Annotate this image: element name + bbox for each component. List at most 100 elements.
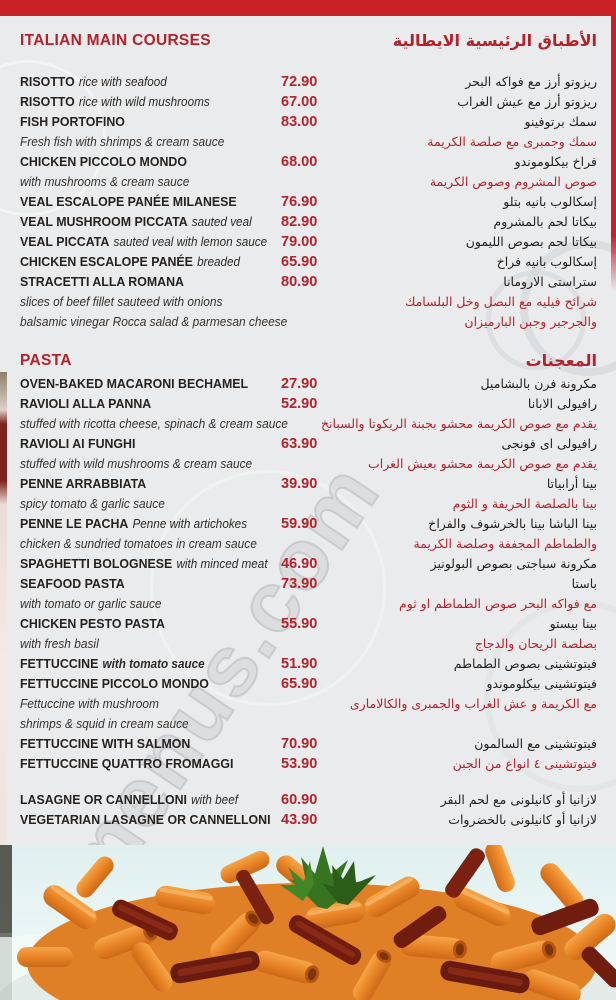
item-arabic: مكرونة فرن بالبشاميل xyxy=(480,376,597,391)
menu-item-row: RISOTTO rice with seafood 72.90 ريزوتو أرز… xyxy=(20,72,597,92)
item-name: FETTUCCINE WITH SALMON xyxy=(20,736,191,751)
item-arabic: والجرجير وجبن البارميزان xyxy=(464,314,597,329)
menu-item-row: with tomato or garlic sauce مع فواكه البح… xyxy=(20,594,597,614)
item-name-cell: RISOTTO rice with seafood xyxy=(20,72,167,92)
menu-item-row: stuffed with wild mushrooms & cream sauc… xyxy=(20,454,597,474)
menu-item-row: FETTUCCINE PICCOLO MONDO 65.90 فيتوتشينى ب… xyxy=(20,674,597,694)
item-arabic: صوص المشروم وصوص الكريمة xyxy=(429,174,597,189)
item-description: Fettuccine with mushroom xyxy=(20,696,159,711)
menu-item-row: with fresh basil بصلصة الريحان والدجاج xyxy=(20,634,597,654)
item-arabic: مع فواكه البحر صوص الطماطم او ثوم xyxy=(399,596,597,611)
pasta-photo xyxy=(0,845,616,1000)
top-red-bar xyxy=(0,0,616,16)
menu-item-row: RAVIOLI ALLA PANNA 52.90 رافيولى الابانا xyxy=(20,394,597,414)
item-price: 68.00 xyxy=(281,154,318,170)
item-name: PENNE LE PACHA xyxy=(20,516,129,531)
item-description: chicken & sundried tomatoes in cream sau… xyxy=(20,536,257,551)
item-price: 65.90 xyxy=(281,676,318,692)
item-name: VEAL ESCALOPE PANÉE MILANESE xyxy=(20,194,237,209)
menu-item-row: VEAL MUSHROOM PICCATA sauted veal 82.90 بي… xyxy=(20,212,597,232)
item-note: breaded xyxy=(197,255,241,269)
item-arabic: فيتوتشينى ٤ انواع من الجبن xyxy=(452,756,597,771)
item-note: rice with seafood xyxy=(78,75,167,89)
item-name-cell: FETTUCCINE QUATTRO FROMAGGI xyxy=(20,754,233,774)
item-arabic: فيتوتشينى بصوص الطماطم xyxy=(453,656,597,671)
item-note: Penne with artichokes xyxy=(132,517,248,531)
menu-item-row: stuffed with ricotta cheese, spinach & c… xyxy=(20,414,597,434)
item-name-cell: PENNE LE PACHA Penne with artichokes xyxy=(20,514,247,534)
menu-item-row: PENNE LE PACHA Penne with artichokes 59.9… xyxy=(20,514,597,534)
item-name: STRACETTI ALLA ROMANA xyxy=(20,274,184,289)
item-arabic: سمك وجمبرى مع صلصة الكريمة xyxy=(427,134,597,149)
item-price: 53.90 xyxy=(281,756,318,772)
item-arabic: مكرونة سباجتى بصوص البولونيز xyxy=(430,556,597,571)
item-name-cell: VEAL PICCATA sauted veal with lemon sauc… xyxy=(20,232,267,252)
item-note: with minced meat xyxy=(176,557,268,571)
item-description: with tomato or garlic sauce xyxy=(20,596,162,611)
item-price: 76.90 xyxy=(281,194,318,210)
item-arabic: سمك برتوفينو xyxy=(524,114,598,129)
item-arabic: والطماطم المجففة وصلصة الكريمة xyxy=(413,536,597,551)
item-name-cell: SPAGHETTI BOLOGNESE with minced meat xyxy=(20,554,268,574)
item-price: 73.90 xyxy=(281,576,318,592)
menu-item-row: Fresh fish with shrimps & cream sauce سمك… xyxy=(20,132,597,152)
item-arabic: باستا xyxy=(571,576,597,591)
menu-item-row: PENNE ARRABBIATA 39.90 بينا أرابياتا xyxy=(20,474,597,494)
item-price: 65.90 xyxy=(281,254,318,270)
item-name-cell: SEAFOOD PASTA xyxy=(20,574,125,594)
item-name-cell: CHICKEN ESCALOPE PANÉE breaded xyxy=(20,252,240,272)
item-price: 43.90 xyxy=(281,812,318,828)
item-name: FETTUCCINE xyxy=(20,656,99,671)
item-price: 63.90 xyxy=(281,436,318,452)
item-name: LASAGNE OR CANNELLONI xyxy=(20,792,187,807)
menu-item-row: LASAGNE OR CANNELLONI with beef 60.90 لازا… xyxy=(20,790,597,810)
menu-item-row: RISOTTO rice with wild mushrooms 67.00 ريز… xyxy=(20,92,597,112)
item-name: FETTUCCINE QUATTRO FROMAGGI xyxy=(20,756,234,771)
menu-item-row: OVEN-BAKED MACARONI BECHAMEL 27.90 مكرونة … xyxy=(20,374,597,394)
item-arabic: لازانيا أو كانيلونى بالخضروات xyxy=(448,812,597,827)
item-name: FETTUCCINE PICCOLO MONDO xyxy=(20,676,209,691)
item-description: stuffed with wild mushrooms & cream sauc… xyxy=(20,456,253,471)
menu-item-row: FETTUCCINE with tomato sauce 51.90 فيتوتشي… xyxy=(20,654,597,674)
item-name: OVEN-BAKED MACARONI BECHAMEL xyxy=(20,376,249,391)
item-price: 52.90 xyxy=(281,396,318,412)
menu-item-row: with mushrooms & cream sauce صوص المشروم … xyxy=(20,172,597,192)
menu-item-row: VEGETARIAN LASAGNE OR CANNELLONI 43.90 لاز… xyxy=(20,810,597,830)
item-name-cell: RAVIOLI AI FUNGHI xyxy=(20,434,135,454)
item-name: CHICKEN ESCALOPE PANÉE xyxy=(20,254,193,269)
item-description: stuffed with ricotta cheese, spinach & c… xyxy=(20,416,288,431)
section-title-row: PASTA المعجنات xyxy=(20,350,597,372)
item-name-cell: RISOTTO rice with wild mushrooms xyxy=(20,92,210,112)
item-name-cell: VEAL MUSHROOM PICCATA sauted veal xyxy=(20,212,252,232)
item-name: RISOTTO xyxy=(20,74,75,89)
item-name: SPAGHETTI BOLOGNESE xyxy=(20,556,173,571)
item-name-cell: VEGETARIAN LASAGNE OR CANNELLONI xyxy=(20,810,271,830)
menu-item-row: SEAFOOD PASTA 73.90 باستا xyxy=(20,574,597,594)
item-name: VEAL PICCATA xyxy=(20,234,110,249)
item-arabic: شرائح فيليه مع البصل وخل البلسامك xyxy=(405,294,597,309)
item-description: balsamic vinegar Rocca salad & parmesan … xyxy=(20,314,288,329)
item-description: with fresh basil xyxy=(20,636,99,651)
item-price: 83.00 xyxy=(281,114,318,130)
menu-item-row: FETTUCCINE WITH SALMON 70.90 فيتوتشينى مع … xyxy=(20,734,597,754)
item-name-cell: FETTUCCINE PICCOLO MONDO xyxy=(20,674,209,694)
menu-sections: ITALIAN MAIN COURSES الأطباق الرئيسية الا… xyxy=(0,16,616,830)
item-arabic: إسكالوب بانيه بتلو xyxy=(503,194,597,209)
item-price: 72.90 xyxy=(281,74,318,90)
item-price: 60.90 xyxy=(281,792,318,808)
menu-item-row: VEAL ESCALOPE PANÉE MILANESE 76.90 إسكالوب… xyxy=(20,192,597,212)
item-note: sauted veal with lemon sauce xyxy=(113,235,268,249)
item-arabic: يقدم مع صوص الكريمة محشو بجبنة الريكوتا … xyxy=(320,416,597,431)
item-arabic: ريزوتو أرز مع فواكه البحر xyxy=(465,74,597,89)
item-price: 51.90 xyxy=(281,656,318,672)
item-arabic: إسكالوب بانيه فراخ xyxy=(496,254,597,269)
item-arabic: ريزوتو أرز مع عيش الغراب xyxy=(457,94,597,109)
item-arabic: بينا أرابياتا xyxy=(546,476,597,491)
item-arabic: يقدم مع صوص الكريمة محشو بعيش الغراب xyxy=(367,456,597,471)
item-arabic: مع الكريمة و عش الغراب والجمبرى والكالام… xyxy=(349,696,597,711)
menu-item-row: FISH PORTOFINO 83.00 سمك برتوفينو xyxy=(20,112,597,132)
item-price: 27.90 xyxy=(281,376,318,392)
item-arabic: فيتوتشينى بيكلوموندو xyxy=(486,676,597,691)
section-rows: OVEN-BAKED MACARONI BECHAMEL 27.90 مكرونة … xyxy=(20,374,597,830)
section-rows: RISOTTO rice with seafood 72.90 ريزوتو أرز… xyxy=(20,72,597,332)
